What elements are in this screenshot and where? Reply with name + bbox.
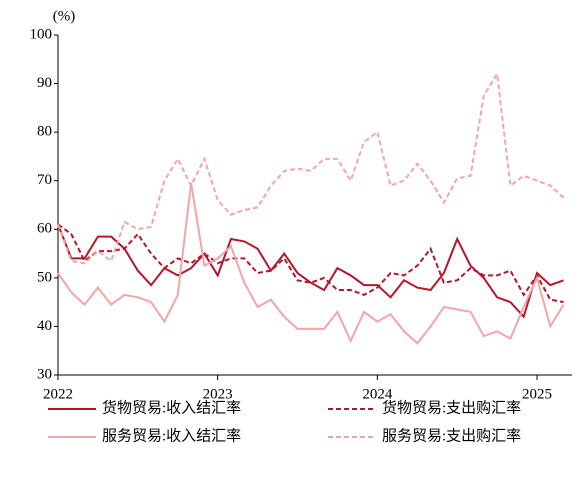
series-line xyxy=(57,224,564,319)
y-tick-label: 80 xyxy=(37,124,52,140)
y-tick-label: 60 xyxy=(37,221,52,237)
legend-label: 货物贸易:支出购汇率 xyxy=(382,399,521,416)
y-tick-label: 70 xyxy=(37,172,52,188)
legend-label: 服务贸易:支出购汇率 xyxy=(382,427,521,444)
x-tick-label: 2022 xyxy=(43,386,73,402)
y-tick-label: 40 xyxy=(37,318,52,334)
y-axis-label: (%) xyxy=(53,8,76,24)
legend-label: 货物贸易:收入结汇率 xyxy=(102,399,241,416)
legend-label: 服务贸易:收入结汇率 xyxy=(102,427,241,444)
y-tick-label: 90 xyxy=(37,75,52,91)
x-tick-label: 2025 xyxy=(522,386,552,402)
x-tick-label: 2024 xyxy=(362,386,393,402)
series-line xyxy=(57,70,565,265)
series-line xyxy=(57,182,565,345)
x-tick-label: 2023 xyxy=(203,386,233,402)
y-tick-label: 30 xyxy=(37,366,52,382)
y-tick-label: 100 xyxy=(30,26,53,42)
y-tick-label: 50 xyxy=(37,269,52,285)
